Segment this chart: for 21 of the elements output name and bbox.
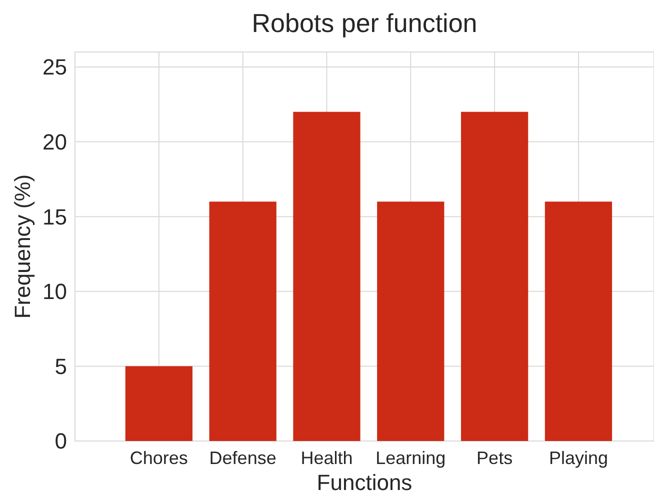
- y-axis-title: Frequency (%): [10, 174, 35, 319]
- bar: [209, 202, 276, 441]
- bar: [377, 202, 444, 441]
- y-tick-label: 0: [54, 428, 67, 454]
- x-tick-label: Learning: [376, 448, 446, 468]
- x-axis-title: Functions: [316, 470, 412, 495]
- x-tick-label: Defense: [209, 448, 276, 468]
- y-tick-label: 10: [42, 279, 67, 304]
- x-tick-label: Health: [300, 448, 353, 468]
- bar: [461, 112, 528, 441]
- bar: [544, 202, 612, 441]
- x-tick-label: Playing: [548, 448, 608, 468]
- bar: [293, 112, 360, 441]
- y-tick-label: 20: [42, 129, 67, 154]
- x-tick-label: Chores: [130, 448, 188, 468]
- y-tick-label: 15: [42, 204, 67, 230]
- y-tick-label: 5: [54, 354, 67, 379]
- bar: [125, 366, 192, 441]
- y-tick-label: 25: [42, 54, 67, 80]
- chart-title: Robots per function: [252, 8, 478, 38]
- x-tick-label: Pets: [476, 448, 513, 468]
